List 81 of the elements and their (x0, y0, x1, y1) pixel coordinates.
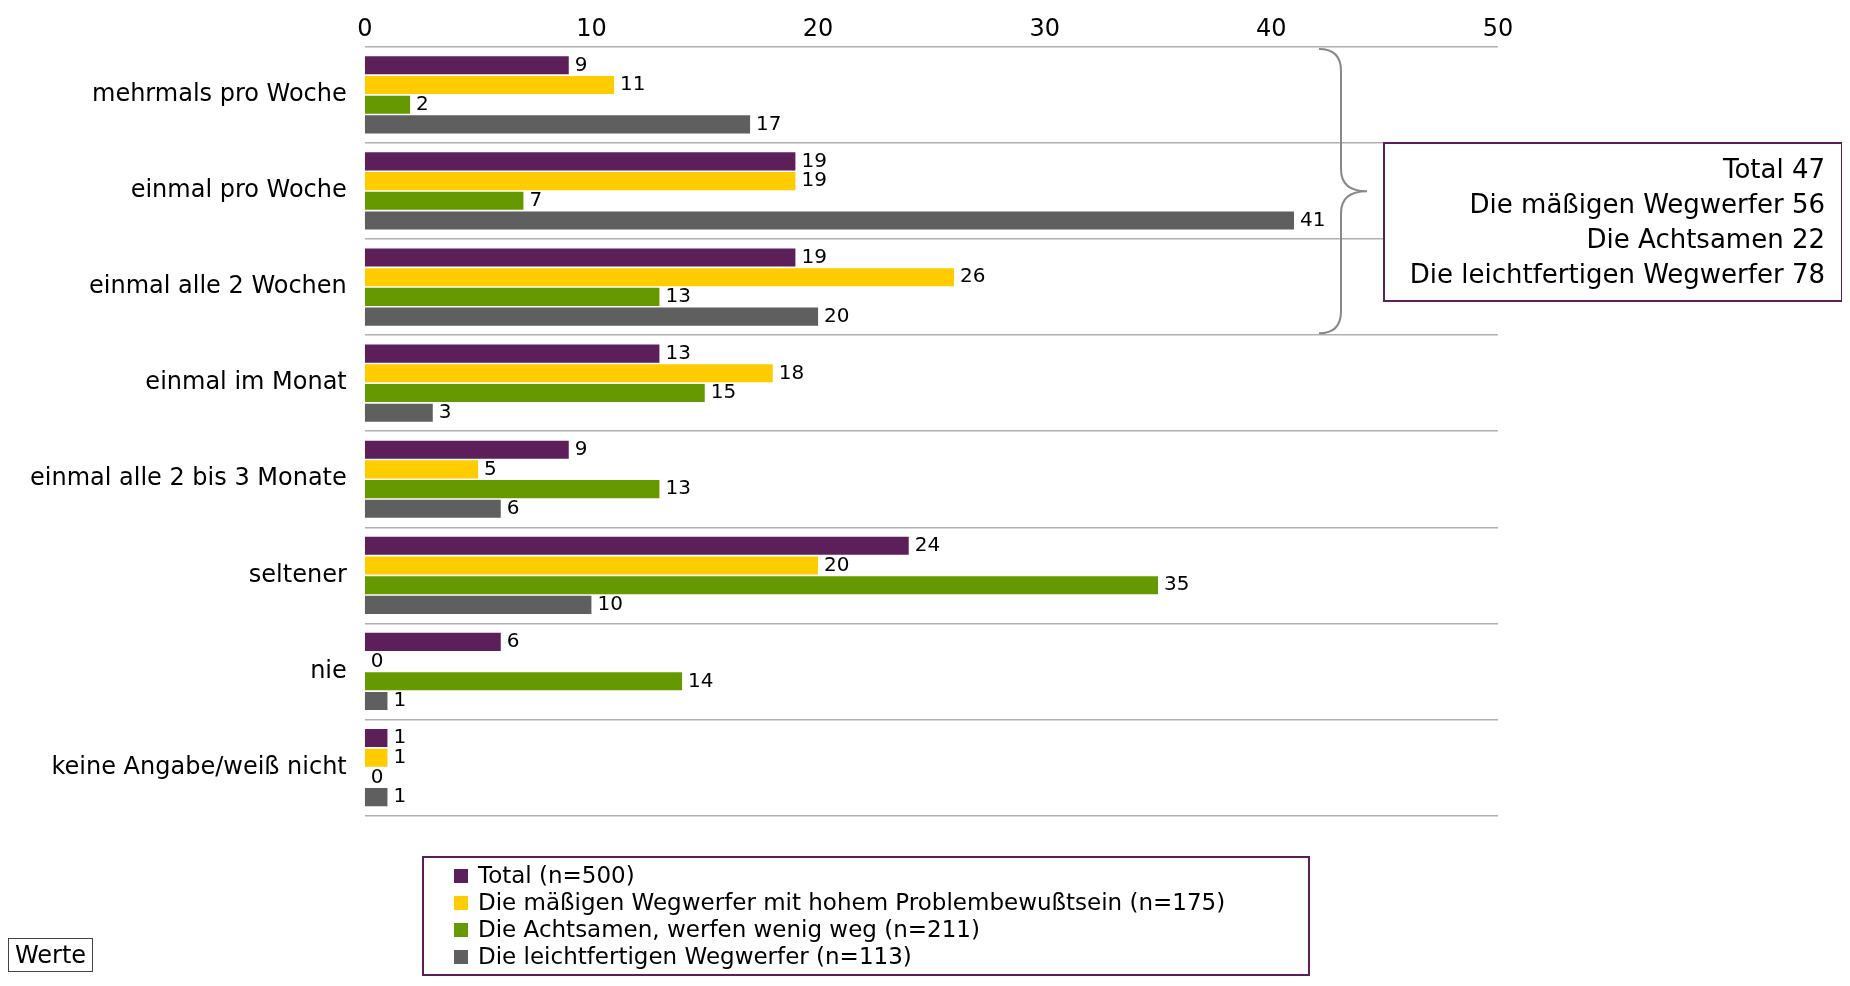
bar (364, 115, 751, 134)
bar (364, 691, 388, 711)
bar (364, 536, 909, 555)
bar (364, 211, 1295, 230)
bar (364, 480, 660, 499)
y-tick-label: nie (310, 655, 347, 684)
bar (364, 788, 388, 807)
bar (364, 191, 524, 210)
y-tick-label: einmal alle 2 Wochen (89, 271, 347, 300)
bar (364, 499, 501, 518)
x-tick-label: 0 (357, 13, 373, 42)
data-label: 11 (620, 71, 646, 96)
data-label: 35 (1164, 571, 1190, 596)
x-tick-label: 40 (1256, 13, 1287, 42)
data-label: 10 (597, 591, 623, 616)
bar (364, 287, 660, 306)
y-tick-label: einmal pro Woche (130, 175, 347, 204)
data-label: 20 (824, 551, 850, 576)
data-label: 1 (393, 687, 407, 712)
data-label: 20 (824, 302, 850, 327)
annotation: Die leichtfertigen Wegwerfer 78 (1408, 258, 1825, 291)
annotation: Die mäßigen Wegwerfer 56 (1468, 188, 1825, 221)
bar (364, 440, 569, 459)
bar (364, 728, 388, 748)
legend-label: Die Achtsamen, werfen wenig weg (n=211) (478, 916, 980, 943)
bar (364, 307, 819, 326)
data-label: 6 (506, 628, 520, 653)
y-tick-label: seltener (248, 559, 347, 588)
x-tick-label: 30 (1029, 13, 1060, 42)
data-label: 9 (574, 435, 588, 460)
y-tick-label: einmal alle 2 bis 3 Monate (30, 463, 347, 492)
bar (364, 248, 796, 267)
x-tick-label: 10 (576, 13, 607, 42)
data-label: 13 (665, 283, 691, 308)
data-label: 9 (574, 51, 588, 76)
bar (364, 748, 388, 767)
data-label: 2 (416, 90, 429, 115)
data-label: 3 (438, 398, 452, 423)
x-tick-label: 20 (802, 13, 834, 42)
data-label: 13 (665, 475, 691, 500)
bar (364, 344, 660, 363)
data-label: 41 (1300, 206, 1326, 231)
bar (364, 632, 501, 651)
bar (364, 152, 796, 171)
bar (364, 95, 411, 114)
bar (364, 672, 683, 691)
data-label: 15 (710, 379, 737, 404)
bar (364, 595, 592, 614)
data-label: 7 (529, 187, 543, 211)
x-tick-label: 50 (1482, 13, 1514, 42)
bar (364, 576, 1159, 595)
data-label: 0 (370, 647, 384, 672)
data-label: 5 (484, 455, 497, 480)
data-label: 1 (393, 783, 407, 808)
text: Total 47 (1721, 153, 1825, 186)
bar (364, 268, 955, 287)
bar (364, 75, 615, 95)
data-label: 26 (960, 263, 986, 288)
bar (364, 556, 819, 575)
data-label: 24 (914, 532, 941, 556)
legend-label: Die leichtfertigen Wegwerfer (n=113) (478, 943, 912, 970)
text: Werte (8, 938, 94, 972)
legend-label: Total (n=500) (478, 862, 635, 889)
data-label: 18 (778, 359, 805, 384)
bar (364, 383, 705, 403)
legend-label: Die mäßigen Wegwerfer mit hohem Problembewußtsein (n=175) (478, 889, 1226, 916)
bar (364, 403, 433, 422)
y-tick-label: keine Angabe/weiß nicht (51, 751, 347, 780)
data-label: 17 (756, 110, 782, 135)
data-label: 0 (370, 763, 384, 788)
text: Die Achtsamen 22 (1585, 223, 1825, 256)
y-tick-label: mehrmals pro Woche (92, 79, 347, 108)
data-label: 19 (801, 243, 827, 268)
data-label: 13 (665, 339, 691, 364)
y-tick-label: einmal im Monat (145, 367, 347, 396)
data-label: 14 (688, 667, 714, 692)
data-label: 6 (506, 495, 520, 519)
bar (364, 172, 796, 191)
bar (364, 56, 569, 75)
bar (364, 460, 479, 479)
bar (364, 364, 773, 383)
